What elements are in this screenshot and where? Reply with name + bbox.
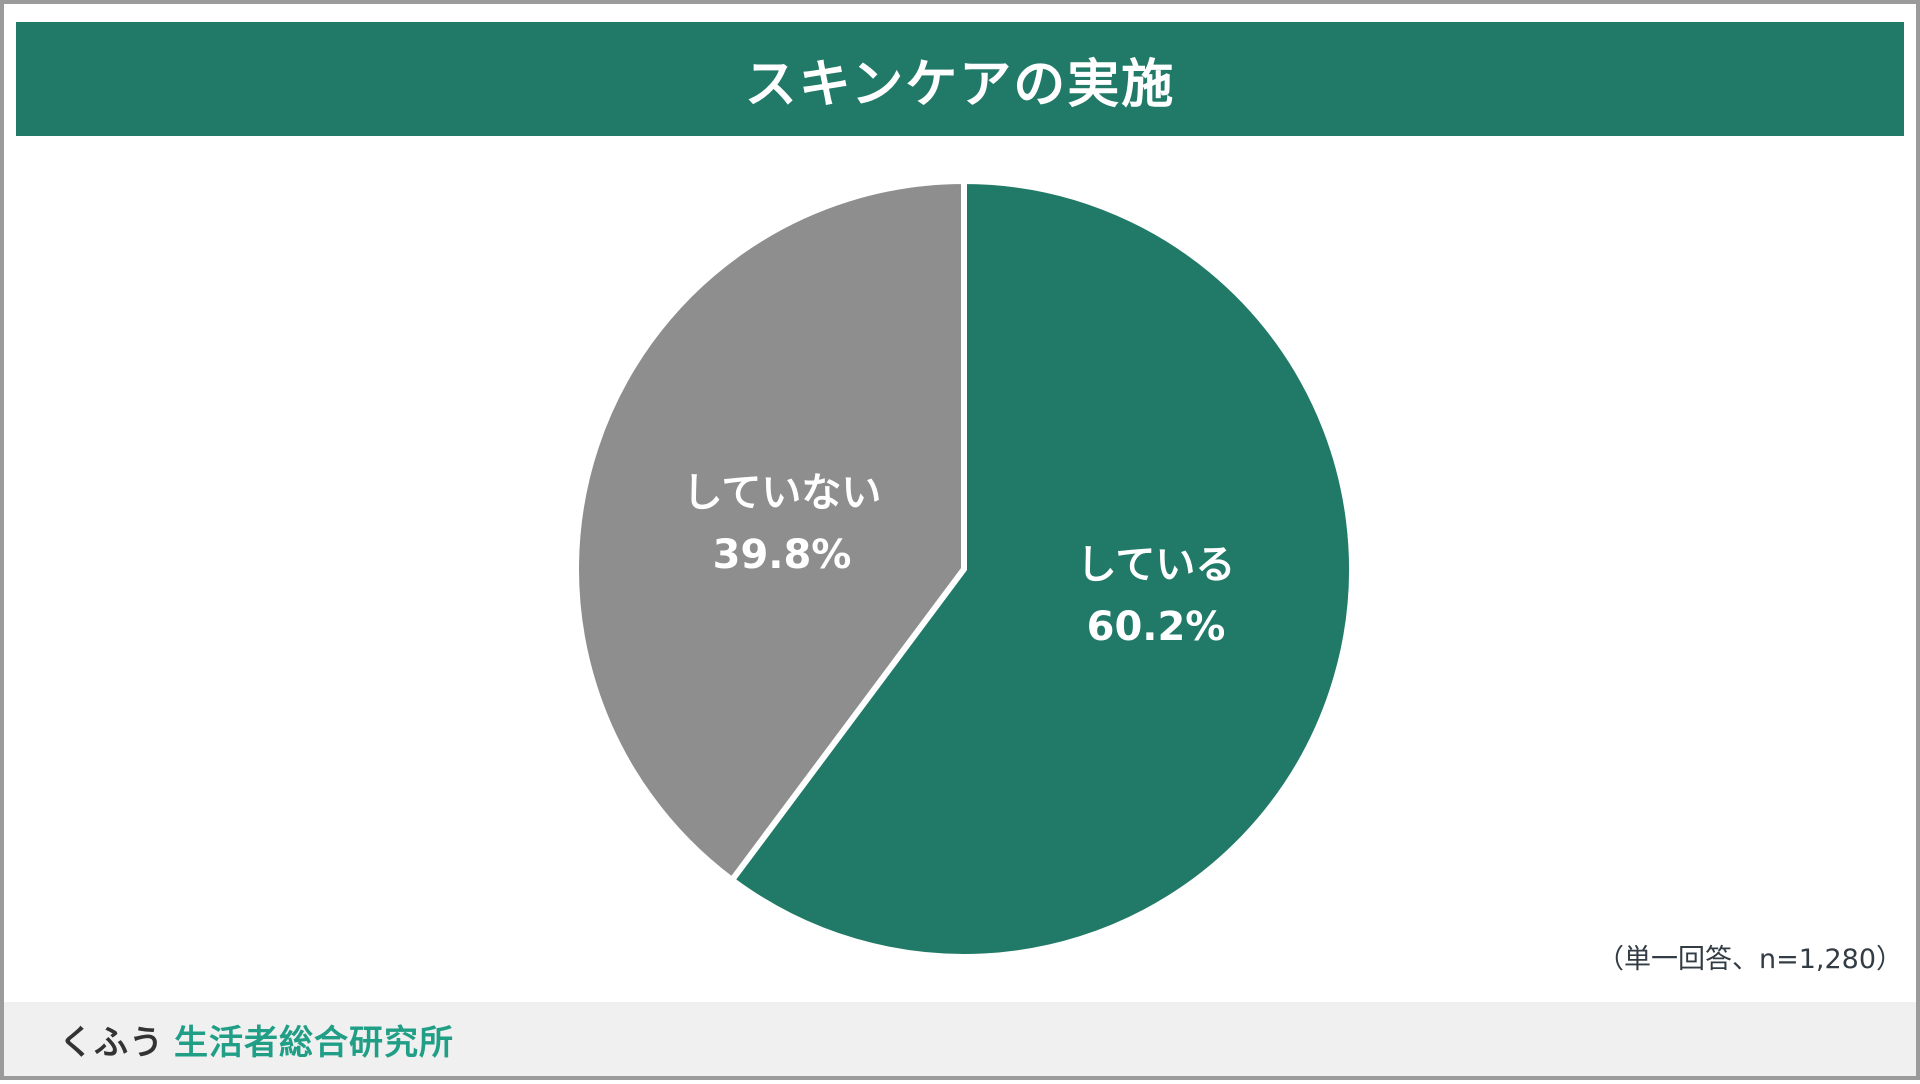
pie-label-doing-value: 60.2%	[1086, 604, 1226, 650]
title-bar: スキンケアの実施	[16, 22, 1904, 136]
logo-institute-name: 生活者総合研究所	[174, 1022, 454, 1063]
chart-area: していない 39.8% している 60.2% （単一回答、n=1,280）	[4, 4, 1916, 1076]
pie-slice-1	[573, 178, 967, 884]
pie-label-not-doing-value: 39.8%	[712, 532, 852, 578]
pie-label-doing-text: している	[1076, 542, 1236, 588]
pie-slice-0	[729, 178, 1355, 960]
page-title: スキンケアの実施	[744, 54, 1176, 115]
pie-label-doing: している 60.2%	[1077, 534, 1236, 658]
logo-kufu: くふう	[59, 1022, 164, 1063]
pie-label-not-doing-text: していない	[682, 470, 882, 516]
pie-label-not-doing: していない 39.8%	[683, 462, 882, 586]
survey-note: （単一回答、n=1,280）	[1596, 944, 1903, 975]
pie-chart	[573, 178, 1355, 960]
footer: くふう 生活者総合研究所	[4, 1002, 1916, 1076]
